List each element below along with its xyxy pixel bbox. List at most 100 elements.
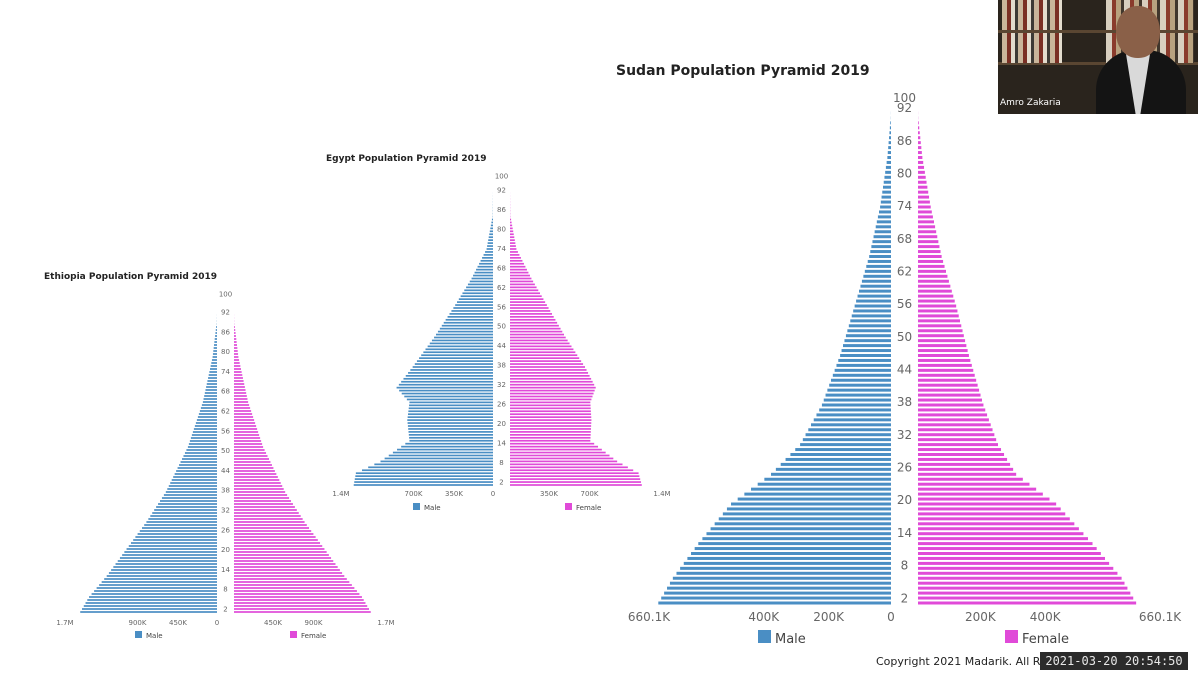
sudan-female-bar <box>918 344 967 348</box>
egypt-female-bar <box>510 366 585 368</box>
sudan-x-tick-female: 660.1K <box>1139 610 1182 624</box>
sudan-male-bar <box>722 512 891 516</box>
ethiopia-male-bar <box>183 455 217 457</box>
egypt-male-bar <box>476 268 493 271</box>
ethiopia-female-bar <box>234 395 247 397</box>
ethiopia-male-bar <box>198 413 217 415</box>
sudan-female-bar <box>918 398 982 402</box>
sudan-female-bar <box>918 156 923 159</box>
egypt-female-bar <box>510 230 514 233</box>
egypt-female-bar <box>510 454 610 457</box>
egypt-male-bar <box>488 239 493 241</box>
sudan-x-tick-male: 660.1K <box>628 610 671 624</box>
ethiopia-age-tick: 62 <box>221 407 230 415</box>
ethiopia-male-bar <box>96 587 217 589</box>
egypt-male-bar <box>431 339 493 342</box>
ethiopia-female-bar <box>234 428 258 430</box>
ethiopia-female-bar <box>234 596 362 598</box>
egypt-female-bar <box>510 254 520 256</box>
ethiopia-female-bar <box>234 536 316 538</box>
egypt-male-bar <box>407 419 493 421</box>
egypt-male-bar <box>471 277 493 280</box>
ethiopia-x-tick-male: 900K <box>129 619 147 627</box>
egypt-female-bar <box>510 342 570 345</box>
sudan-female-bar <box>918 180 927 184</box>
ethiopia-female-bar <box>234 482 281 484</box>
ethiopia-male-bar <box>85 602 217 604</box>
sudan-female-bar <box>918 576 1122 580</box>
ethiopia-female-bar <box>234 491 286 493</box>
sudan-male-bar <box>883 180 891 184</box>
sudan-male-bar <box>861 279 891 283</box>
ethiopia-female-bar <box>234 494 288 496</box>
sudan-female-bar <box>918 497 1050 501</box>
sudan-male-bar <box>658 601 891 605</box>
sudan-x-tick-male: 0 <box>887 610 895 624</box>
ethiopia-male-bar <box>209 371 217 373</box>
egypt-male-bar <box>425 348 493 351</box>
sudan-male-bar <box>802 438 891 442</box>
sudan-male-bar <box>825 393 891 397</box>
sudan-male-bar <box>702 537 891 541</box>
sudan-male-bar <box>888 146 891 150</box>
sudan-female-bar <box>918 428 993 432</box>
egypt-male-bar <box>455 304 493 306</box>
ethiopia-female-bar <box>234 503 293 505</box>
ethiopia-male-bar <box>163 494 217 496</box>
ethiopia-male-bar <box>202 401 217 403</box>
egypt-female-bar <box>510 442 595 445</box>
sudan-male-bar <box>667 586 891 590</box>
ethiopia-female-bar <box>234 470 275 472</box>
egypt-male-bar <box>449 313 493 315</box>
ethiopia-female-bar <box>234 404 250 406</box>
egypt-female-bar <box>510 436 591 439</box>
ethiopia-female-bar <box>234 533 314 535</box>
ethiopia-female-bar <box>234 434 260 436</box>
sudan-male-bar <box>800 443 891 447</box>
sudan-legend-male: Male <box>775 632 806 647</box>
sudan-female-bar <box>918 289 952 293</box>
egypt-female-bar <box>510 224 513 227</box>
sudan-female-bar <box>918 596 1134 600</box>
ethiopia-x-tick-female: 900K <box>305 619 323 627</box>
sudan-male-bar <box>775 467 891 471</box>
sudan-male-bar <box>880 205 891 209</box>
ethiopia-female-bar <box>234 416 254 418</box>
ethiopia-male-bar <box>94 590 217 592</box>
ethiopia-male-bar <box>197 416 217 418</box>
sudan-female-bar <box>918 195 930 199</box>
ethiopia-female-bar <box>234 563 336 565</box>
sudan-male-bar <box>888 141 891 145</box>
sudan-female-bar <box>918 512 1066 516</box>
ethiopia-female-bar <box>234 338 237 340</box>
ethiopia-female-bar <box>234 446 264 448</box>
sudan-x-tick-female: 400K <box>1030 610 1062 624</box>
egypt-male-bar <box>443 321 493 324</box>
egypt-male-bar <box>353 484 493 486</box>
sudan-male-bar <box>811 423 891 427</box>
sudan-female-bar <box>918 601 1137 605</box>
sudan-male-bar <box>819 408 891 412</box>
egypt-male-bar <box>451 310 493 312</box>
sudan-female-bar <box>918 507 1061 511</box>
sudan-male-bar <box>771 472 891 476</box>
ethiopia-female-bar <box>234 524 307 526</box>
sudan-male-bar <box>859 289 891 293</box>
sudan-male-bar <box>664 591 891 595</box>
ethiopia-male-bar <box>139 530 217 532</box>
ethiopia-age-tick: 20 <box>221 546 230 554</box>
egypt-male-bar <box>374 463 493 466</box>
ethiopia-female-bar <box>234 551 327 553</box>
ethiopia-female-bar <box>234 362 240 364</box>
ethiopia-male-bar <box>186 449 217 451</box>
egypt-male-bar <box>491 218 493 221</box>
sudan-legend-male-swatch <box>758 630 771 643</box>
egypt-female-bar <box>510 457 614 460</box>
sudan-male-bar <box>706 532 891 536</box>
ethiopia-male-bar <box>204 392 217 394</box>
egypt-female-bar <box>510 431 591 433</box>
ethiopia-male-bar <box>204 395 217 397</box>
egypt-female-bar <box>510 304 547 306</box>
ethiopia-female-bar <box>234 602 366 604</box>
